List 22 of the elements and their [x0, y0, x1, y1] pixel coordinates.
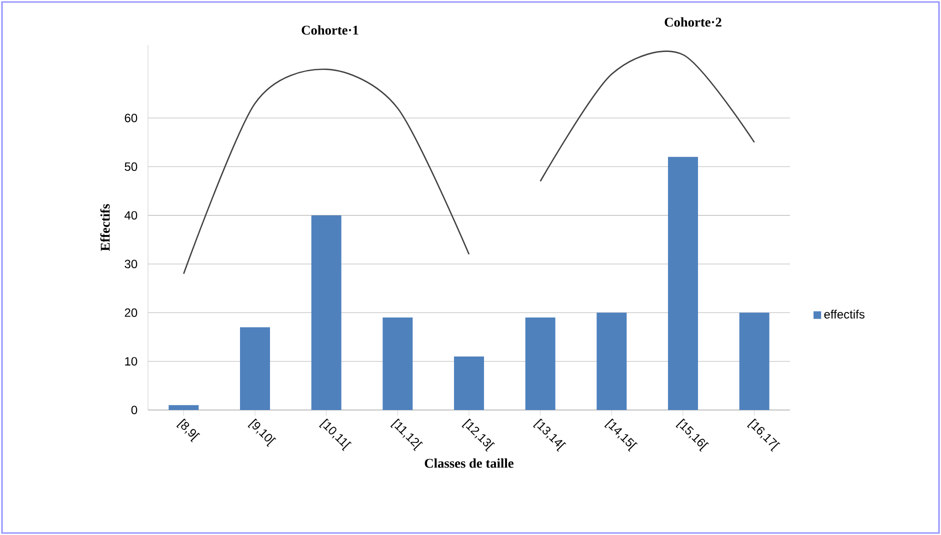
y-tick-label: 20 [124, 308, 138, 317]
bar [168, 405, 199, 410]
y-tick-label: 50 [124, 162, 138, 171]
y-tick-label: 60 [124, 114, 138, 122]
y-tick-label: 40 [124, 211, 138, 220]
y-axis-title: Effectifs [100, 204, 110, 251]
bar [311, 215, 342, 410]
x-axis-title: Classes de taille [424, 458, 514, 468]
bar [739, 312, 770, 410]
legend-label: effectifs [824, 310, 864, 319]
bar [454, 356, 484, 410]
y-tick-label: 10 [125, 357, 138, 366]
bar [525, 318, 556, 410]
y-tick-label: 30 [124, 260, 138, 268]
line-series [182, 68, 470, 274]
bar [596, 312, 627, 410]
y-tick-label: 0 [131, 406, 138, 414]
bar [240, 327, 270, 410]
text: Cohorte·1 [302, 25, 358, 35]
bar [668, 156, 698, 410]
text: Cohorte·2 [664, 17, 722, 27]
bar [382, 318, 413, 410]
